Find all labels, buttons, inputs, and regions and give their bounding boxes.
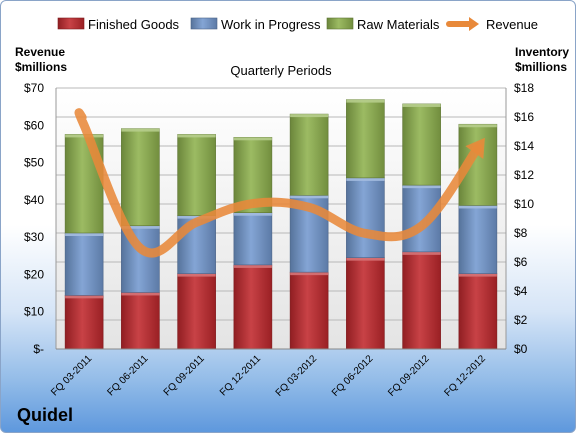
left-axis-title-line2: $millions: [15, 60, 67, 74]
left-tick-label: $70: [24, 81, 44, 95]
bar-cap: [121, 128, 160, 132]
right-tick-label: $4: [514, 284, 528, 298]
bar-work-in-progress: [458, 205, 498, 274]
x-tick-label: FQ 03-2011: [49, 353, 94, 398]
revenue-line: [74, 108, 483, 258]
bar-raw-materials: [121, 128, 160, 227]
bar-finished-goods: [346, 257, 385, 350]
x-tick-label: FQ 12-2012: [442, 353, 488, 399]
left-axis-title-line1: Revenue: [15, 45, 65, 59]
bar-finished-goods: [289, 271, 329, 350]
x-tick-label: FQ 09-2012: [386, 353, 432, 399]
company-name: Quidel: [17, 405, 73, 425]
bar-raw-materials: [289, 113, 329, 196]
bar-cap: [177, 215, 216, 219]
left-tick-label: $-: [33, 342, 44, 356]
bar-cap: [402, 185, 441, 189]
left-tick-label: $40: [24, 193, 44, 207]
legend-swatch-raw-materials: [326, 17, 354, 30]
chart-title: Quarterly Periods: [230, 63, 332, 78]
left-tick-label: $50: [24, 156, 44, 170]
bar-raw-materials: [346, 99, 385, 179]
bar-cap: [121, 225, 160, 229]
bar-cap: [290, 195, 329, 199]
bar-cap: [402, 103, 441, 107]
legend-label-work-in-progress: Work in Progress: [221, 17, 321, 32]
bar-cap: [346, 99, 385, 103]
right-tick-label: $12: [514, 168, 534, 182]
left-tick-label: $20: [24, 267, 44, 281]
bar-cap: [290, 114, 329, 118]
right-tick-label: $16: [514, 110, 534, 124]
bar-cap: [65, 295, 104, 299]
bar-cap: [346, 177, 385, 181]
x-tick-label: FQ 06-2011: [106, 353, 151, 398]
bar-cap: [458, 205, 497, 209]
legend-swatch-work-in-progress: [190, 17, 218, 30]
bar-cap: [402, 251, 441, 255]
legend-label-revenue: Revenue: [486, 17, 538, 32]
left-tick-label: $60: [24, 118, 44, 132]
bar-raw-materials: [402, 103, 441, 186]
bar-work-in-progress: [233, 212, 273, 266]
bar-finished-goods: [121, 292, 160, 350]
bar-cap: [65, 233, 104, 236]
bar-work-in-progress: [64, 232, 104, 296]
legend-arrowhead: [469, 17, 479, 31]
bar-raw-materials: [177, 134, 216, 216]
right-tick-label: $10: [514, 197, 534, 211]
left-tick-label: $30: [24, 230, 44, 244]
right-tick-label: $2: [514, 313, 528, 327]
bar-cap: [177, 134, 216, 138]
bar-cap: [233, 212, 272, 216]
revenue-arrowhead: [465, 137, 485, 159]
legend-label-raw-materials: Raw Materials: [357, 17, 440, 32]
right-tick-label: $8: [514, 226, 528, 240]
bar-finished-goods: [233, 264, 273, 350]
bar-cap: [233, 137, 272, 141]
bar-finished-goods: [458, 273, 498, 350]
bar-finished-goods: [402, 251, 441, 350]
bar-cap: [233, 264, 272, 268]
bar-cap: [121, 292, 160, 296]
x-tick-label: FQ 09-2011: [162, 353, 207, 398]
right-tick-label: $18: [514, 81, 534, 95]
bar-cap: [458, 273, 497, 277]
left-tick-label: $10: [24, 305, 44, 319]
bar-cap: [346, 257, 385, 261]
bar-finished-goods: [177, 273, 216, 350]
right-tick-label: $0: [514, 342, 528, 356]
x-tick-label: FQ 03-2012: [274, 353, 320, 399]
bar-cap: [177, 273, 216, 277]
legend-swatch-finished-goods: [57, 17, 85, 30]
right-tick-label: $6: [514, 255, 528, 269]
legend-label-finished-goods: Finished Goods: [88, 17, 180, 32]
right-axis-title-line2: $millions: [515, 60, 567, 74]
x-tick-label: FQ 12-2011: [218, 353, 263, 398]
x-tick-label: FQ 06-2012: [330, 353, 376, 399]
right-tick-label: $14: [514, 139, 534, 153]
right-axis-title-line1: Inventory: [515, 45, 569, 59]
bar-cap: [458, 124, 497, 128]
bar-finished-goods: [64, 295, 104, 350]
bar-work-in-progress: [346, 177, 385, 258]
bar-cap: [290, 272, 329, 276]
